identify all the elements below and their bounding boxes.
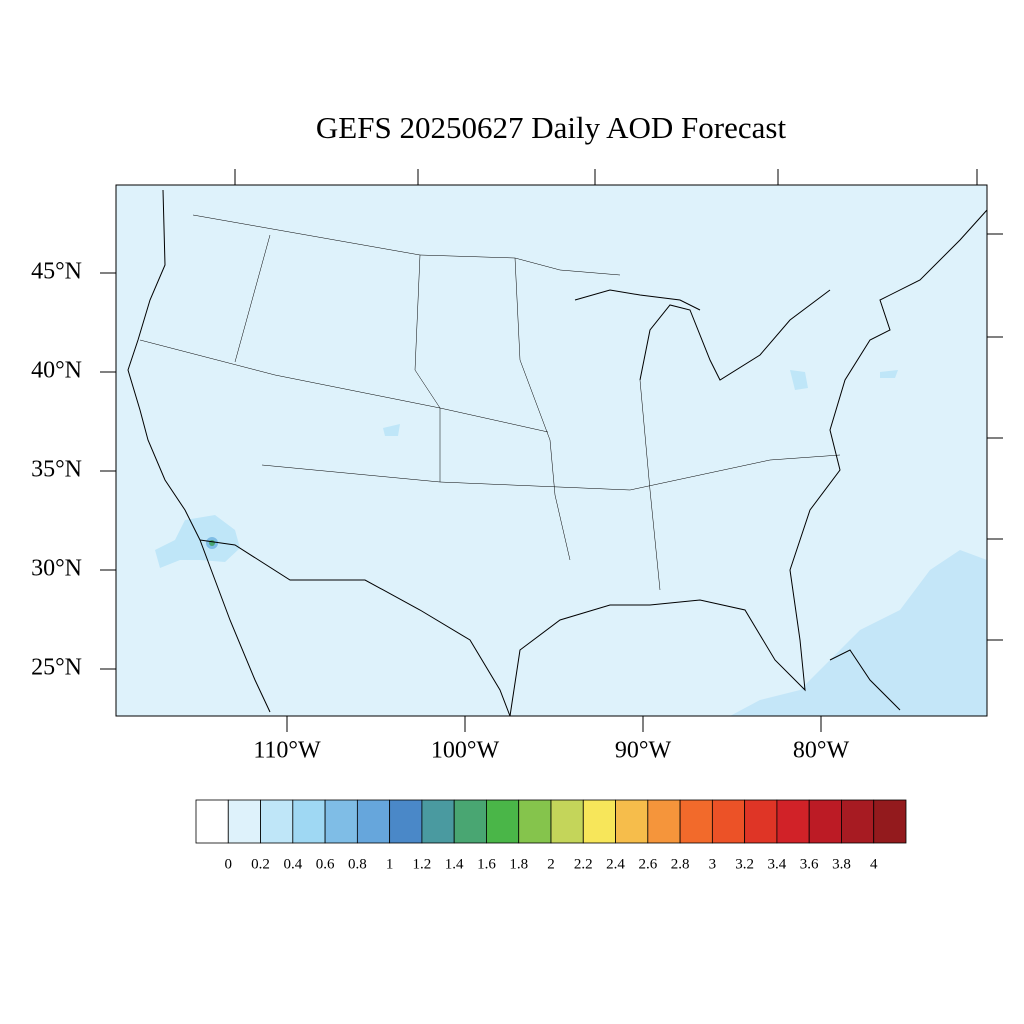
map-area xyxy=(116,185,987,716)
colorbar-label: 1.8 xyxy=(509,856,528,872)
colorbar-box xyxy=(582,799,616,844)
aod-region xyxy=(730,550,987,716)
colorbar-label: 1.2 xyxy=(413,856,432,872)
colorbar-box xyxy=(841,799,875,844)
colorbar-box xyxy=(776,799,810,844)
colorbar-label: 0.8 xyxy=(348,856,367,872)
aod-plume xyxy=(209,540,215,546)
lon-label: 90°W xyxy=(615,738,672,764)
colorbar-box xyxy=(744,799,778,844)
colorbar-box xyxy=(356,799,391,844)
colorbar-label: 3.2 xyxy=(735,856,754,872)
lon-label: 80°W xyxy=(793,738,850,764)
title: GEFS 20250627 Daily AOD Forecast xyxy=(316,110,787,145)
colorbar-box xyxy=(647,799,681,844)
colorbar-box xyxy=(679,799,713,844)
colorbar-label: 0.6 xyxy=(316,856,335,872)
colorbar-label: 2.8 xyxy=(671,856,690,872)
lat-label: 35°N xyxy=(31,457,82,483)
frame-ticks xyxy=(234,169,1003,641)
lon-label: 110°W xyxy=(253,738,321,764)
colorbar-label: 3.4 xyxy=(768,856,787,872)
colorbar-label: 2.6 xyxy=(638,856,657,872)
colorbar-box xyxy=(808,799,842,844)
borders xyxy=(139,214,841,591)
colorbar-box xyxy=(389,799,423,844)
colorbar-box xyxy=(518,799,552,844)
colorbar-label: 2 xyxy=(547,856,555,872)
colorbar-box xyxy=(260,799,294,844)
colorbar-box xyxy=(453,799,487,844)
colorbar-label: 2.4 xyxy=(606,856,625,872)
colorbar-label: 1.4 xyxy=(445,856,464,872)
colorbar-box xyxy=(324,799,358,844)
colorbar-label: 0.2 xyxy=(251,856,270,872)
lat-label: 30°N xyxy=(31,556,82,582)
lon-label: 100°W xyxy=(431,738,500,764)
colorbar-box xyxy=(486,799,520,844)
colorbar-label: 0.4 xyxy=(283,856,302,872)
colorbar-box xyxy=(711,799,746,844)
colorbar-box xyxy=(195,799,229,844)
colorbar-label: 3.6 xyxy=(800,856,819,872)
colorbar-box xyxy=(421,799,455,844)
colorbar-label: 1 xyxy=(386,856,394,872)
colorbar-label: 4 xyxy=(870,856,878,872)
colorbar-label: 2.2 xyxy=(574,856,593,872)
colorbar-box xyxy=(227,799,261,844)
map-frame xyxy=(115,184,988,717)
colorbar-label: 3 xyxy=(709,856,717,872)
lat-label: 25°N xyxy=(31,655,82,681)
lat-label: 45°N xyxy=(31,259,82,285)
colorbar-label: 0 xyxy=(225,856,233,872)
colorbar-label: 1.6 xyxy=(477,856,496,872)
aod-region xyxy=(155,515,240,568)
colorbar-box xyxy=(873,799,907,844)
colorbar-box xyxy=(292,799,326,844)
colorbar-box xyxy=(550,799,584,844)
lat-label: 40°N xyxy=(31,358,82,384)
colorbar-label: 3.8 xyxy=(832,856,851,872)
coastlines xyxy=(127,189,988,717)
colorbar-box xyxy=(615,799,649,844)
